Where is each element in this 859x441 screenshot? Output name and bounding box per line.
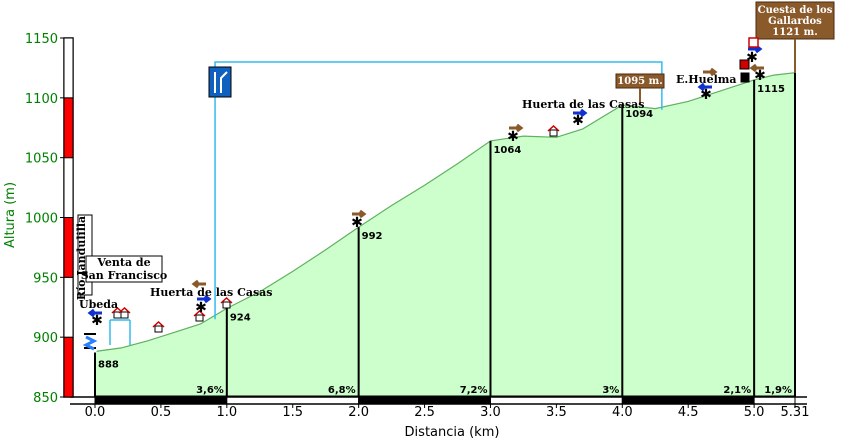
x-tick-9: 4.5 bbox=[678, 405, 699, 420]
altitude-bar-segment-2 bbox=[63, 217, 74, 278]
crossing-icon-5: ✱ bbox=[700, 87, 712, 103]
profile-area bbox=[95, 72, 795, 397]
crossing-icon-0: ✱ bbox=[91, 313, 103, 329]
service-icon bbox=[739, 59, 750, 70]
x-tick-11: 5.31 bbox=[781, 405, 810, 420]
place-label-3: E.Huelma bbox=[676, 73, 737, 86]
altitude-bar-segment-0 bbox=[63, 336, 74, 398]
place-label-2: Huerta de las Casas bbox=[522, 98, 644, 111]
summit-sign-line-1: Cuesta de los bbox=[758, 5, 833, 16]
refuge-icon bbox=[748, 37, 759, 48]
y-tick-4: 1050 bbox=[25, 152, 58, 167]
grade-label-3: 3% bbox=[602, 385, 619, 396]
house-icon-3 bbox=[195, 314, 204, 322]
boxed-label-line-2: San Francisco bbox=[81, 269, 168, 282]
crossing-icon-4: ✱ bbox=[572, 113, 584, 129]
x-tick-6: 3.0 bbox=[480, 405, 501, 420]
x-axis-label: Distancia (km) bbox=[405, 425, 500, 440]
crossing-icon-2: ✱ bbox=[351, 215, 363, 231]
house-roof-icon-1 bbox=[118, 306, 131, 314]
grade-label-4: 2,1% bbox=[723, 385, 751, 396]
x-tick-4: 2.0 bbox=[348, 405, 369, 420]
profile-outline bbox=[94, 72, 796, 353]
x-tick-10: 5.0 bbox=[744, 405, 765, 420]
elevation-label-2: 992 bbox=[362, 231, 383, 242]
elevation-label-5: 1115 bbox=[757, 84, 785, 95]
river-icon bbox=[82, 335, 98, 351]
junction-sign-text: 1095 m. bbox=[617, 76, 662, 87]
crossing-icon-6: ✱ bbox=[746, 50, 758, 66]
profile-area-layer bbox=[94, 72, 796, 397]
grade-label-5: 1,9% bbox=[764, 385, 792, 396]
y-tick-6: 1150 bbox=[25, 32, 58, 47]
summit-sign-line-3: 1121 m. bbox=[772, 27, 817, 38]
house-roof-icon-4 bbox=[220, 296, 233, 304]
grade-label-0: 3,6% bbox=[196, 385, 224, 396]
x-tick-2: 1.0 bbox=[216, 405, 237, 420]
direction-arrow-icon-2 bbox=[197, 294, 212, 304]
x-tick-7: 3.5 bbox=[546, 405, 567, 420]
direction-arrow-icon-0 bbox=[87, 308, 102, 318]
house-roof-icon-3 bbox=[193, 309, 206, 317]
y-tick-5: 1100 bbox=[25, 92, 58, 107]
road-junction-arrows bbox=[214, 71, 228, 93]
axis-frame-layer bbox=[60, 1, 835, 408]
text-layer: Altura (m) Distancia (km) Río Jandulilla… bbox=[3, 5, 833, 440]
grade-label-1: 6,8% bbox=[328, 385, 356, 396]
house-icon-5 bbox=[549, 129, 558, 137]
elevation-label-0: 888 bbox=[98, 360, 119, 371]
altitude-bar-segment-1 bbox=[63, 276, 74, 338]
altitude-bar-segment-3 bbox=[63, 157, 74, 219]
direction-arrow-icon-4 bbox=[509, 123, 524, 133]
direction-arrow-icon-1 bbox=[191, 279, 206, 289]
y-axis-label: Altura (m) bbox=[3, 182, 18, 248]
elevation-label-1: 924 bbox=[230, 312, 251, 323]
direction-arrow-icon-5 bbox=[573, 108, 588, 118]
elevation-label-3: 1064 bbox=[493, 145, 521, 156]
grade-label-2: 7,2% bbox=[460, 385, 488, 396]
place-label-0: Ubeda bbox=[79, 298, 118, 311]
direction-arrow-icon-9 bbox=[749, 63, 764, 73]
house-icon-2 bbox=[154, 325, 163, 333]
y-tick-2: 950 bbox=[33, 271, 58, 286]
x-tick-3: 1.5 bbox=[282, 405, 303, 420]
crossing-icon-1: ✱ bbox=[195, 300, 207, 316]
altitude-bar-segment-5 bbox=[63, 37, 74, 99]
x-tick-1: 0.5 bbox=[151, 405, 172, 420]
place-label-1: Huerta de las Casas bbox=[150, 286, 272, 299]
crossing-icon-3: ✱ bbox=[507, 129, 519, 145]
boxed-label-frame bbox=[85, 255, 163, 283]
elevation-label-4: 1094 bbox=[625, 109, 653, 120]
river-label: Río Jandulilla bbox=[75, 216, 88, 300]
x-tick-5: 2.5 bbox=[414, 405, 435, 420]
crossing-icon-7: ✱ bbox=[754, 68, 766, 84]
y-tick-3: 1000 bbox=[25, 212, 58, 227]
direction-arrow-icon-3 bbox=[352, 209, 367, 219]
boxed-label-line-1: Venta de bbox=[96, 256, 150, 269]
summit-sign-line-2: Gallardos bbox=[768, 16, 822, 27]
icons-layer: ✱ ✱ ✱ ✱ ✱ ✱ ✱ ✱ bbox=[82, 37, 766, 353]
y-tick-1: 900 bbox=[33, 331, 58, 346]
venta-bracket bbox=[109, 319, 131, 345]
altitude-bar-segment-4 bbox=[63, 97, 74, 159]
house-icon-4 bbox=[222, 301, 231, 309]
house-icon-1 bbox=[120, 311, 129, 319]
direction-arrow-icon-6 bbox=[697, 82, 712, 92]
x-tick-8: 4.0 bbox=[612, 405, 633, 420]
house-roof-icon-2 bbox=[152, 320, 165, 328]
y-tick-0: 850 bbox=[33, 391, 58, 406]
fuel-icon bbox=[740, 72, 750, 83]
direction-arrow-icon-7 bbox=[703, 67, 718, 77]
x-tick-0: 0.0 bbox=[85, 405, 106, 420]
house-roof-icon-5 bbox=[547, 124, 560, 132]
